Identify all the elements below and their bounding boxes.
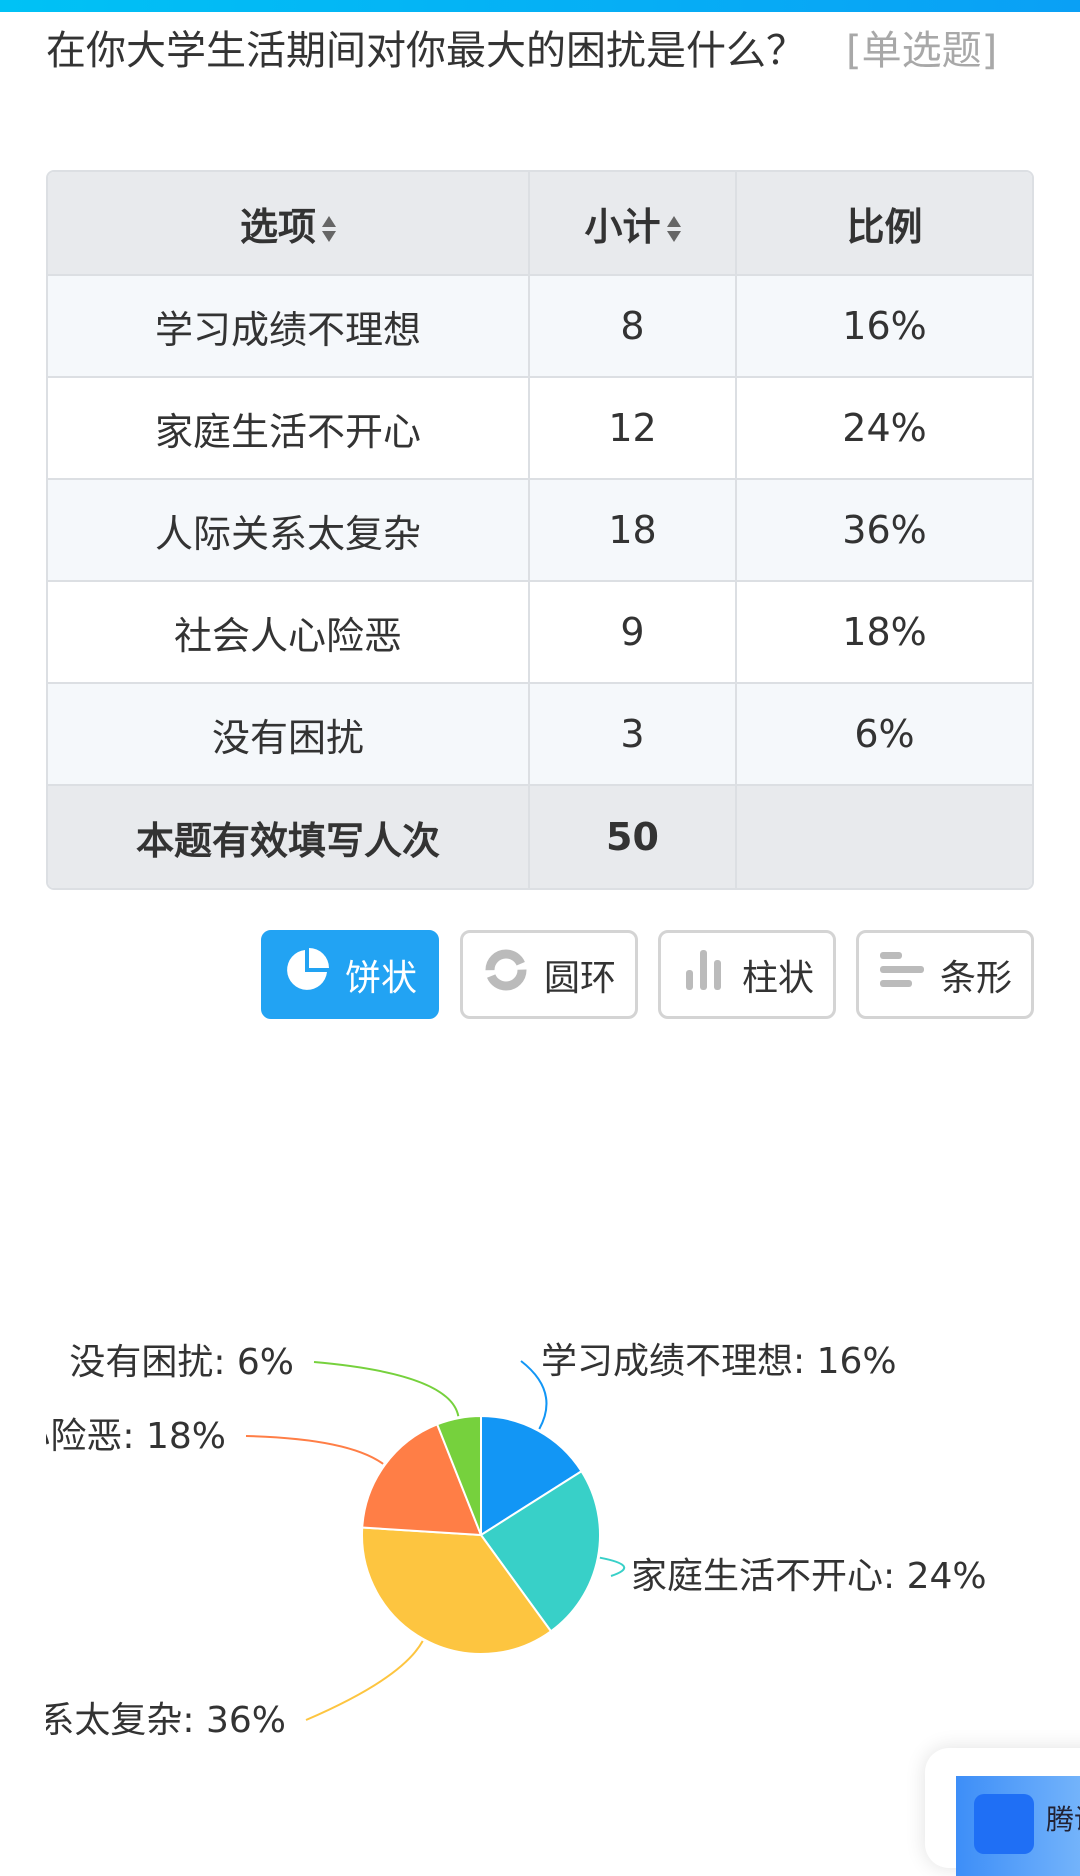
cell-percent: 6% (737, 684, 1032, 786)
slice-label: 社会人心险恶: 18% (46, 1416, 226, 1457)
pie-slice[interactable] (479, 1469, 601, 1633)
table-row: 社会人心险恶 9 18% (48, 582, 1032, 684)
button-label: 饼状 (344, 957, 417, 999)
slice-label: 人际关系太复杂: 36% (46, 1700, 286, 1741)
header-option[interactable]: 选项 (48, 172, 530, 276)
horizontal-bar-icon (878, 946, 926, 1003)
table-row: 学习成绩不理想 8 16% (48, 276, 1032, 378)
results-table: 选项 小计 比例 学习成绩不理想 8 16% 家庭生活不开心 12 24% 人际关系太复杂 1… (46, 170, 1034, 890)
leader-line (313, 1361, 460, 1417)
cell-percent: 24% (737, 378, 1032, 480)
table-row: 人际关系太复杂 18 36% (48, 480, 1032, 582)
leader-line (305, 1640, 424, 1721)
leader-line (599, 1556, 626, 1577)
bar-chart-icon (680, 946, 728, 1003)
pie-slice[interactable] (435, 1414, 482, 1536)
header-count-label: 小计 (584, 204, 661, 249)
cell-option: 没有困扰 (48, 684, 530, 786)
cell-count: 8 (530, 276, 737, 378)
cell-count: 3 (530, 684, 737, 786)
pie-slice[interactable] (480, 1414, 583, 1537)
chart-type-button-0[interactable]: 饼状 (261, 930, 439, 1019)
button-label: 条形 (939, 957, 1012, 999)
cell-count: 9 (530, 582, 737, 684)
cell-option: 学习成绩不理想 (48, 276, 530, 378)
chart-type-button-1[interactable]: 圆环 (460, 930, 638, 1019)
cell-percent: 18% (737, 582, 1032, 684)
pie-slice[interactable] (361, 1526, 553, 1655)
leader-line (245, 1435, 384, 1465)
top-progress-bar (0, 0, 1080, 12)
pie-chart: 学习成绩不理想: 16% 家庭生活不开心: 24% 人际关系太复杂: 36% 社会人心… (46, 1180, 1034, 1821)
cell-option: 家庭生活不开心 (48, 378, 530, 480)
slice-label: 学习成绩不理想: 16% (541, 1341, 897, 1382)
button-label: 圆环 (543, 957, 616, 999)
widget-text: 腾讯 (1046, 1803, 1080, 1836)
floating-widget[interactable]: 腾讯 (925, 1748, 1080, 1876)
header-percent: 比例 (737, 172, 1032, 276)
app-logo-icon (974, 1794, 1034, 1854)
total-row: 本题有效填写人次 50 (48, 786, 1032, 888)
total-percent (737, 786, 1032, 888)
sort-icon[interactable] (666, 214, 681, 244)
question-title: 在你大学生活期间对你最大的困扰是什么？ [单选题] (46, 14, 1046, 88)
pie-svg: 学习成绩不理想: 16% 家庭生活不开心: 24% 人际关系太复杂: 36% 社会人心… (46, 1341, 987, 1741)
table-row: 没有困扰 3 6% (48, 684, 1032, 786)
cell-option: 人际关系太复杂 (48, 480, 530, 582)
cell-count: 12 (530, 378, 737, 480)
chart-type-button-3[interactable]: 条形 (856, 930, 1034, 1019)
total-count: 50 (530, 786, 737, 888)
cell-option: 社会人心险恶 (48, 582, 530, 684)
leader-line (520, 1360, 548, 1430)
question-text: 在你大学生活期间对你最大的困扰是什么？ (46, 28, 806, 74)
header-option-label: 选项 (239, 204, 316, 249)
cell-count: 18 (530, 480, 737, 582)
button-label: 柱状 (741, 957, 814, 999)
header-count[interactable]: 小计 (530, 172, 737, 276)
cell-percent: 16% (737, 276, 1032, 378)
total-label: 本题有效填写人次 (48, 786, 530, 888)
chart-type-button-2[interactable]: 柱状 (658, 930, 836, 1019)
pie-icon (283, 946, 331, 1003)
sort-icon[interactable] (322, 214, 336, 244)
donut-icon (482, 946, 530, 1003)
pie-slice[interactable] (361, 1423, 483, 1537)
cell-percent: 36% (737, 480, 1032, 582)
table-row: 家庭生活不开心 12 24% (48, 378, 1032, 480)
slice-label: 家庭生活不开心: 24% (631, 1556, 987, 1597)
question-type: [单选题] (846, 28, 998, 74)
slice-label: 没有困扰: 6% (69, 1342, 294, 1383)
